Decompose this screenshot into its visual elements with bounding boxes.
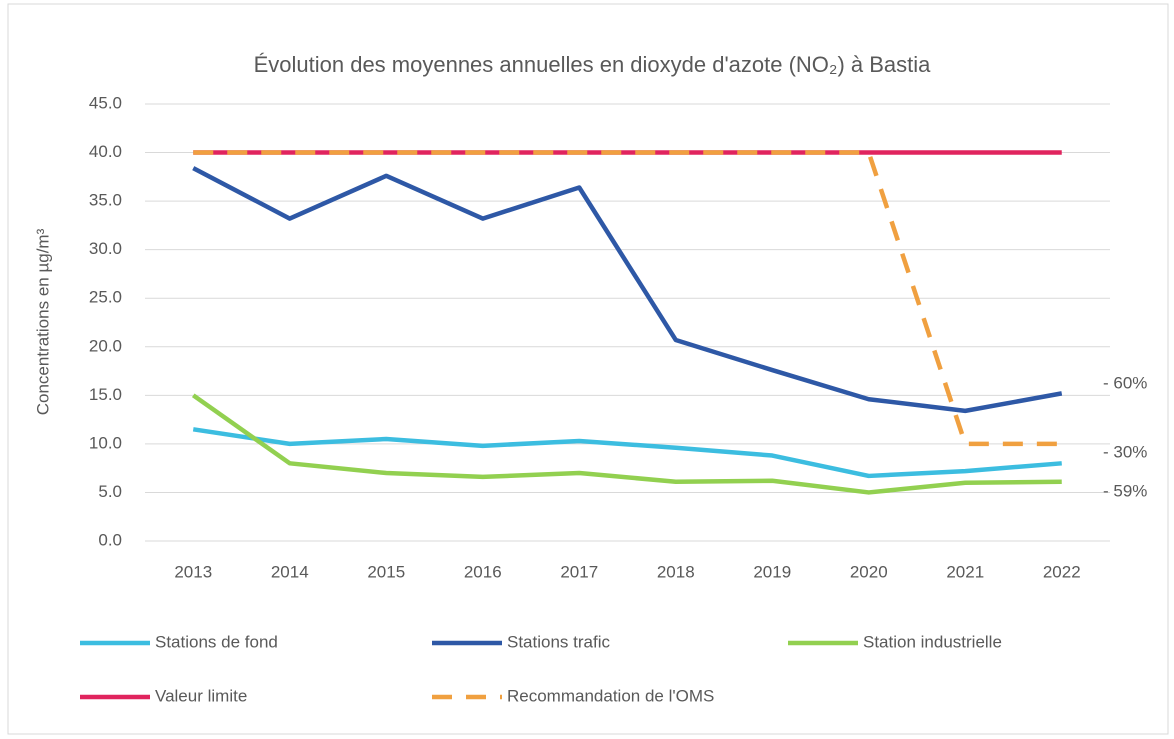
x-tick-label: 2014 — [271, 562, 309, 581]
chart-title: Évolution des moyennes annuelles en diox… — [254, 52, 932, 77]
y-tick-label: 45.0 — [89, 93, 122, 112]
y-axis-label: Concentrations en µg/m³ — [33, 228, 52, 415]
x-tick-label: 2017 — [560, 562, 598, 581]
y-tick-label: 40.0 — [89, 142, 122, 161]
x-tick-label: 2021 — [946, 562, 984, 581]
y-tick-label: 5.0 — [98, 482, 122, 501]
data-line — [191, 393, 1062, 495]
y-tick-label: 30.0 — [89, 239, 122, 258]
x-tick-label: 2013 — [174, 562, 212, 581]
legend-label: Station industrielle — [863, 632, 1002, 651]
x-tick-label: 2016 — [464, 562, 502, 581]
y-tick-label: 0.0 — [98, 530, 122, 549]
annotation: - 30% — [1103, 442, 1147, 461]
legend-label: Recommandation de l'OMS — [507, 686, 714, 705]
data-line — [193, 150, 1062, 447]
chart-frame — [7, 3, 1169, 735]
legend-label: Stations trafic — [507, 632, 610, 651]
x-tick-label: 2015 — [367, 562, 405, 581]
y-tick-label: 35.0 — [89, 191, 122, 210]
x-tick-label: 2019 — [753, 562, 791, 581]
x-tick-label: 2022 — [1043, 562, 1081, 581]
data-line — [192, 166, 1063, 414]
legend-label: Stations de fond — [155, 632, 278, 651]
data-line — [192, 427, 1062, 479]
x-tick-label: 2020 — [850, 562, 888, 581]
annotation: - 60% — [1103, 373, 1147, 392]
y-tick-label: 25.0 — [89, 288, 122, 307]
y-tick-label: 15.0 — [89, 385, 122, 404]
annotation: - 59% — [1103, 481, 1147, 500]
legend-label: Valeur limite — [155, 686, 247, 705]
x-tick-label: 2018 — [657, 562, 695, 581]
y-tick-label: 20.0 — [89, 336, 122, 355]
y-tick-label: 10.0 — [89, 433, 122, 452]
